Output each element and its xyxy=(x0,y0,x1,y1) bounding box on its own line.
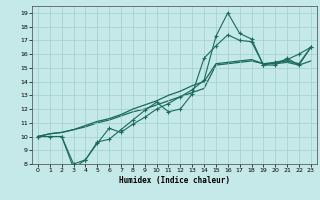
X-axis label: Humidex (Indice chaleur): Humidex (Indice chaleur) xyxy=(119,176,230,185)
